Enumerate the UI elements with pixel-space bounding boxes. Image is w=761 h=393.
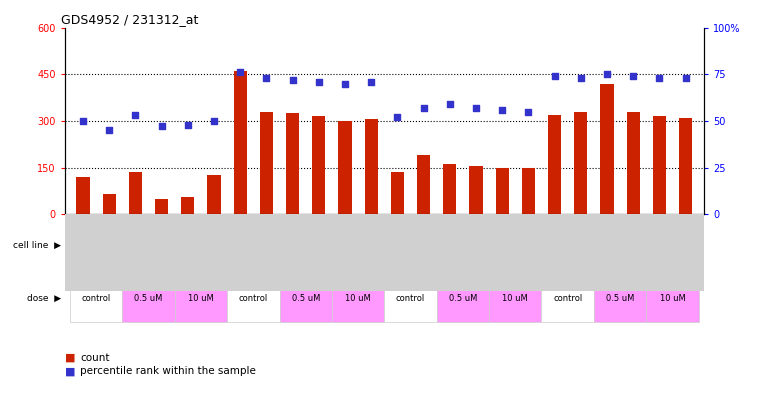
Point: [339, 80, 351, 86]
Bar: [470, 166, 482, 214]
Text: 0.5 uM: 0.5 uM: [291, 294, 320, 303]
Text: 10 uM: 10 uM: [188, 294, 214, 303]
Bar: [123, 276, 175, 321]
Text: 10 uM: 10 uM: [660, 294, 686, 303]
Bar: [227, 222, 384, 269]
Point: [627, 73, 639, 79]
Bar: [70, 276, 123, 321]
Bar: [522, 168, 535, 214]
Point: [601, 71, 613, 77]
Bar: [155, 198, 168, 214]
Bar: [384, 222, 542, 269]
Point: [155, 123, 167, 130]
Bar: [70, 222, 227, 269]
Bar: [653, 116, 666, 214]
Point: [418, 105, 430, 111]
Text: percentile rank within the sample: percentile rank within the sample: [80, 366, 256, 376]
Bar: [279, 276, 332, 321]
Bar: [495, 167, 509, 214]
Bar: [65, 214, 704, 393]
Point: [77, 118, 89, 124]
Bar: [646, 276, 699, 321]
Bar: [443, 164, 457, 214]
Bar: [489, 276, 542, 321]
Bar: [548, 115, 561, 214]
Bar: [600, 83, 613, 214]
Bar: [339, 121, 352, 214]
Point: [182, 121, 194, 128]
Bar: [542, 222, 699, 269]
Bar: [129, 172, 142, 214]
Point: [391, 114, 403, 120]
Bar: [391, 172, 404, 214]
Text: control: control: [553, 294, 582, 303]
Bar: [175, 276, 227, 321]
Text: ■: ■: [65, 366, 78, 376]
Text: control: control: [81, 294, 111, 303]
Text: LNCAP: LNCAP: [132, 241, 166, 251]
Point: [313, 79, 325, 85]
Text: control: control: [239, 294, 268, 303]
Text: dose  ▶: dose ▶: [27, 294, 61, 303]
Point: [470, 105, 482, 111]
Point: [103, 127, 116, 133]
Bar: [234, 71, 247, 214]
Text: NCIH660: NCIH660: [283, 241, 329, 251]
Text: 10 uM: 10 uM: [502, 294, 528, 303]
Bar: [437, 276, 489, 321]
Text: ■: ■: [65, 353, 78, 363]
Point: [549, 73, 561, 79]
Bar: [103, 194, 116, 214]
Text: 0.5 uM: 0.5 uM: [449, 294, 477, 303]
Text: count: count: [80, 353, 110, 363]
Point: [287, 77, 299, 83]
Bar: [542, 276, 594, 321]
Bar: [332, 276, 384, 321]
Point: [260, 75, 272, 81]
Point: [653, 75, 665, 81]
Point: [129, 112, 142, 118]
Point: [522, 108, 534, 115]
Point: [496, 107, 508, 113]
Bar: [575, 112, 587, 214]
Bar: [626, 112, 640, 214]
Point: [208, 118, 220, 124]
Text: 0.5 uM: 0.5 uM: [135, 294, 163, 303]
Bar: [181, 197, 194, 214]
Bar: [417, 155, 430, 214]
Text: control: control: [396, 294, 425, 303]
Point: [365, 79, 377, 85]
Text: VCAP: VCAP: [607, 241, 634, 251]
Bar: [260, 112, 273, 214]
Bar: [365, 119, 377, 214]
Bar: [286, 113, 299, 214]
Text: cell line  ▶: cell line ▶: [13, 241, 61, 250]
Bar: [594, 276, 646, 321]
Bar: [208, 175, 221, 214]
Text: GDS4952 / 231312_at: GDS4952 / 231312_at: [62, 13, 199, 26]
Point: [444, 101, 456, 107]
Text: 10 uM: 10 uM: [345, 294, 371, 303]
Bar: [76, 177, 90, 214]
Bar: [679, 118, 693, 214]
Point: [680, 75, 692, 81]
Bar: [384, 276, 437, 321]
Bar: [312, 116, 326, 214]
Text: 0.5 uM: 0.5 uM: [606, 294, 634, 303]
Bar: [227, 276, 279, 321]
Point: [234, 69, 247, 75]
Text: PC3: PC3: [453, 241, 473, 251]
Point: [575, 75, 587, 81]
